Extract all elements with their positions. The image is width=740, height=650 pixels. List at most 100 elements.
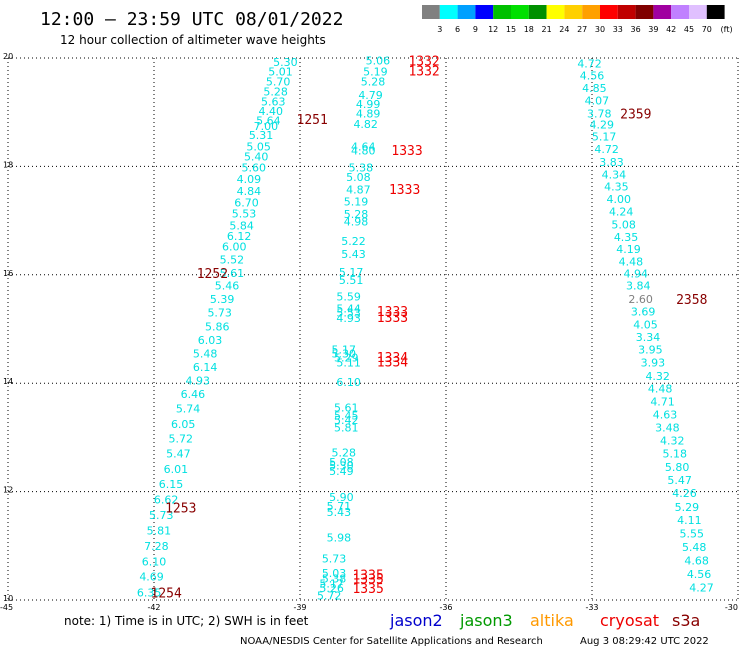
wave-height-value: 4.82 [353, 118, 378, 131]
wave-height-value: 5.70 [266, 75, 291, 88]
colorbar-label: 9 [473, 25, 478, 34]
wave-height-value: 5.42 [334, 414, 359, 427]
wave-height-value: 5.59 [336, 290, 361, 303]
legend-item: jason2 [389, 611, 443, 630]
colorbar-label: 36 [631, 25, 641, 34]
y-tick-label: 18 [3, 160, 13, 169]
wave-height-value: 5.71 [327, 500, 352, 513]
wave-height-value: 3.78 [587, 107, 612, 120]
wave-height-value: 5.08 [611, 218, 636, 231]
wave-height-value: 4.98 [344, 216, 369, 229]
wave-height-value: 4.09 [237, 173, 262, 186]
wave-height-value: 4.05 [633, 319, 658, 332]
wave-height-value: 6.12 [227, 230, 252, 243]
wave-height-value: 5.98 [327, 532, 352, 545]
wave-height-value: 5.28 [344, 208, 369, 221]
wave-height-value: 4.11 [677, 514, 702, 527]
colorbar-swatch [689, 5, 707, 19]
wave-height-value: 5.43 [341, 248, 366, 261]
pass-time-label: 1333 [389, 183, 420, 198]
wave-height-value: 5.47 [166, 448, 191, 461]
colorbar-swatch [439, 5, 458, 19]
pass-time-label: 1335 [352, 572, 383, 587]
colorbar-label: 15 [506, 25, 516, 34]
colorbar-swatch [528, 5, 547, 19]
colorbar-label: 30 [595, 25, 605, 34]
wave-height-value: 5.17 [332, 344, 357, 357]
wave-height-value: 5.11 [336, 357, 361, 370]
wave-height-value: 4.27 [689, 582, 714, 595]
wave-height-value: 5.73 [149, 509, 174, 522]
colorbar-swatch [706, 5, 725, 19]
wave-height-value: 5.03 [322, 567, 347, 580]
colorbar-label: 33 [613, 25, 623, 34]
x-tick-label: -45 [0, 603, 13, 612]
wave-height-value: 5.46 [215, 280, 240, 293]
pass-time-label: 1334 [377, 356, 408, 371]
wave-height-value: 3.84 [626, 280, 651, 293]
wave-height-value: 4.93 [186, 374, 211, 387]
wave-height-value: 3.34 [636, 331, 661, 344]
wave-height-value: 3.69 [631, 306, 656, 319]
wave-height-value: 4.19 [616, 243, 641, 256]
wave-height-value: 5.17 [339, 266, 364, 279]
wave-height-value: 3.95 [638, 344, 663, 357]
wave-height-value: 5.80 [665, 461, 690, 474]
pass-time-label: 1334 [377, 351, 408, 366]
legend-item: jason3 [459, 611, 513, 630]
wave-height-value: 5.61 [220, 267, 245, 280]
wave-height-value: 5.52 [220, 254, 245, 267]
wave-height-value: 5.19 [363, 66, 388, 79]
wave-height-value: 5.30 [273, 56, 298, 69]
wave-height-value: 4.93 [336, 312, 361, 325]
colorbar-swatch [671, 5, 689, 19]
wave-height-value: 4.69 [139, 571, 164, 584]
y-tick-label: 16 [3, 269, 13, 278]
wave-height-value: 5.18 [662, 448, 687, 461]
wave-height-value: 5.45 [334, 410, 359, 423]
wave-height-value: 5.38 [349, 161, 374, 174]
wave-height-value: 5.73 [207, 307, 232, 320]
pass-time-label: 1333 [377, 305, 408, 320]
wave-height-value: 5.47 [667, 474, 692, 487]
wave-height-value: 3.48 [655, 422, 680, 435]
wave-height-value: 5.30 [329, 460, 354, 473]
wave-height-value: 5.29 [334, 352, 359, 365]
wave-height-value: 4.32 [645, 370, 670, 383]
wave-height-value: 6.14 [193, 361, 218, 374]
note: note: 1) Time is in UTC; 2) SWH is in fe… [64, 614, 309, 628]
wave-height-value: 5.19 [344, 196, 369, 209]
wave-height-value: 5.38 [322, 572, 347, 585]
wave-height-value: 5.73 [322, 552, 347, 565]
wave-height-value: 5.26 [319, 582, 344, 595]
wave-height-value: 5.53 [336, 307, 361, 320]
wave-height-value: 5.81 [334, 422, 359, 435]
wave-height-value: 5.17 [592, 131, 617, 144]
colorbar-label: 24 [559, 25, 569, 34]
wave-height-value: 4.29 [589, 119, 614, 132]
colorbar-label: 42 [666, 25, 676, 34]
colorbar-label: 18 [524, 25, 534, 34]
wave-height-value: 4.89 [356, 107, 381, 120]
wave-height-value: 5.43 [327, 506, 352, 519]
wave-height-value: 5.81 [147, 525, 172, 538]
pass-time-label: 1332 [408, 64, 439, 79]
colorbar-label: 6 [455, 25, 460, 34]
wave-height-value: 5.53 [232, 208, 257, 221]
colorbar-label: 39 [648, 25, 658, 34]
wave-height-value: 6.05 [171, 418, 196, 431]
x-tick-label: -30 [725, 603, 738, 612]
legend-item: altika [530, 611, 574, 630]
legend-item: cryosat [600, 611, 659, 630]
axes: -45 -42 -39 -36 -33 -30 20 18 16 14 12 10 [0, 52, 738, 612]
wave-height-value: 5.51 [339, 274, 364, 287]
wave-height-value: 6.70 [234, 197, 259, 210]
wave-height-value: 6.35 [137, 586, 162, 599]
pass-time-label: 2358 [676, 293, 707, 308]
colorbar-swatch [475, 5, 494, 19]
wave-height-value: 4.99 [356, 98, 381, 111]
wave-height-value: 6.10 [142, 556, 167, 569]
wave-height-value: 5.84 [229, 219, 254, 232]
wave-height-value: 5.30 [332, 347, 357, 360]
